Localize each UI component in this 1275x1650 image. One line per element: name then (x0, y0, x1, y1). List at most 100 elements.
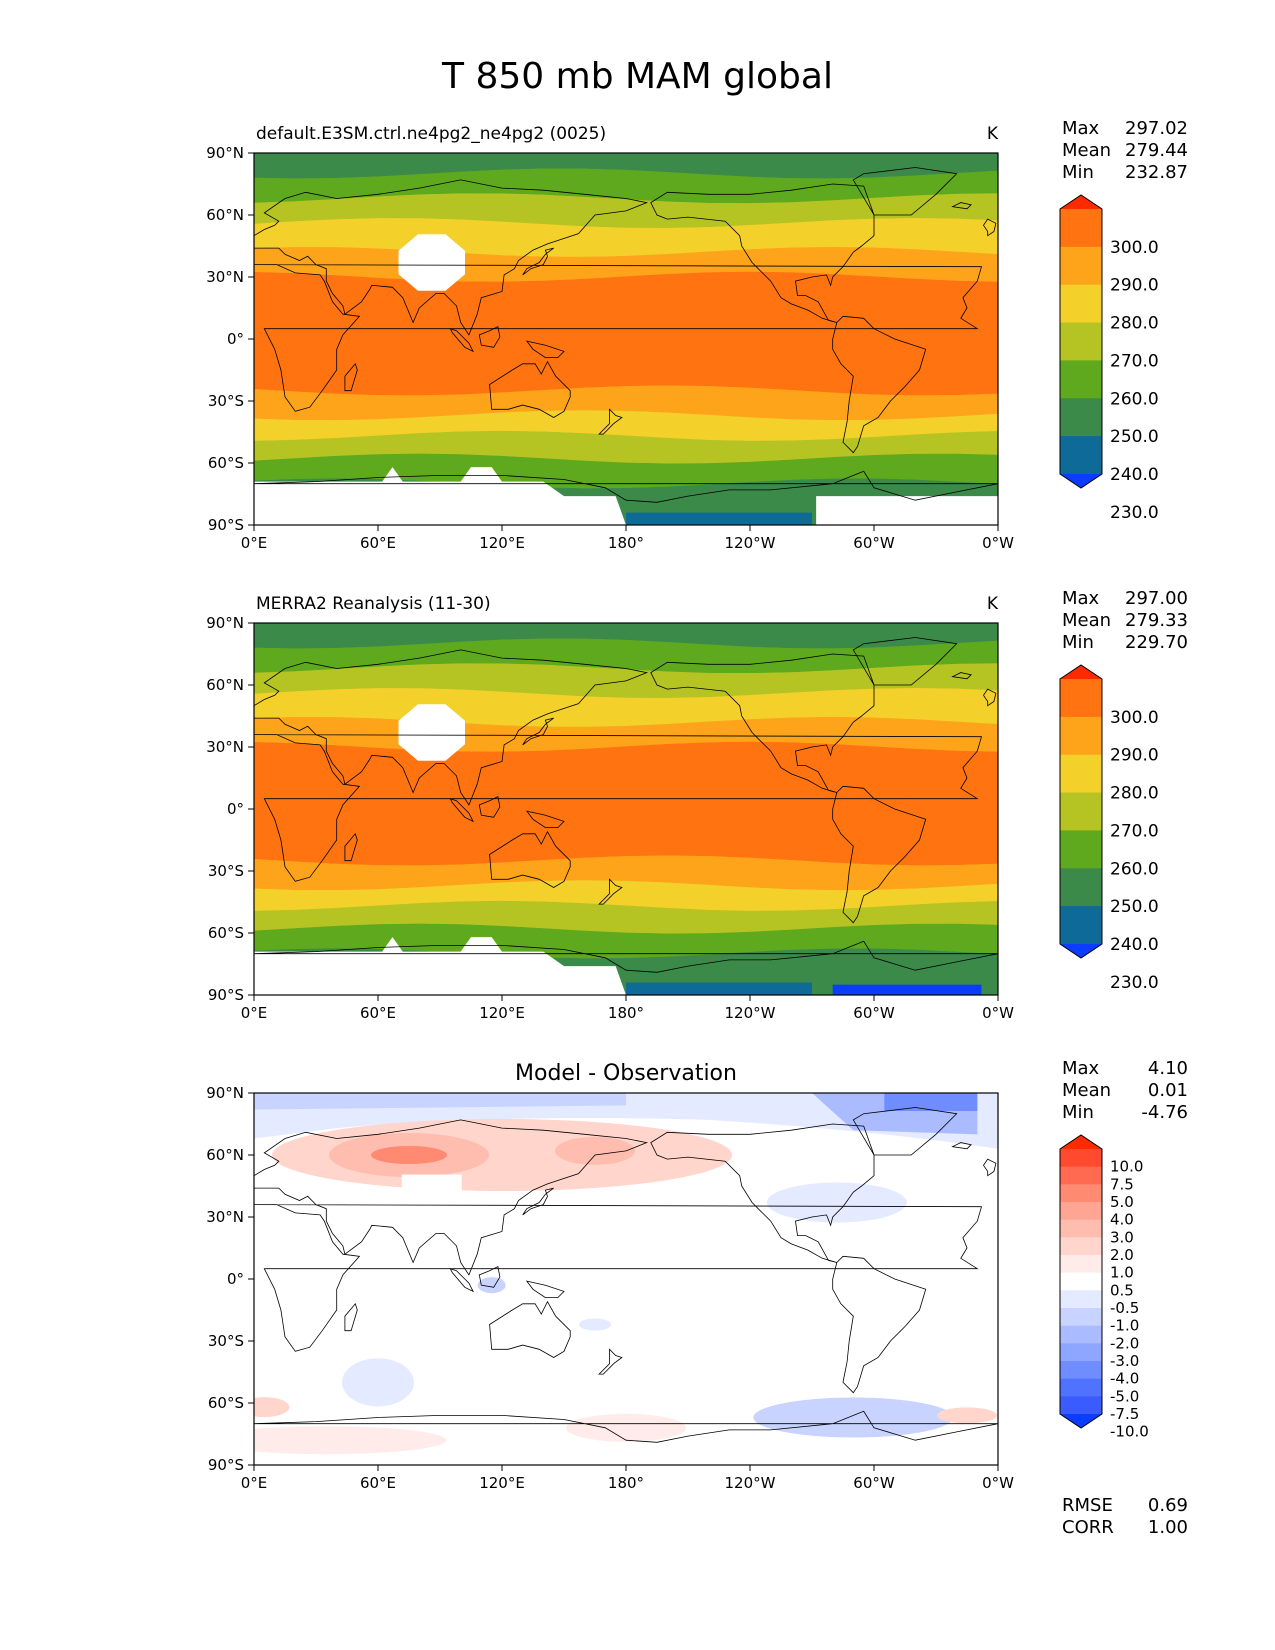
coastline-sumatra (449, 798, 474, 823)
colorbar-block (1060, 830, 1102, 869)
colorbar-label: 230.0 (1110, 973, 1159, 993)
colorbar-extend-top (1060, 665, 1102, 679)
coastline-uk (983, 1158, 997, 1177)
colorbar-block (1060, 1396, 1102, 1415)
panel-subtitle: MERRA2 Reanalysis (11-30) (256, 594, 491, 614)
colorbar-label: 290.0 (1110, 276, 1159, 296)
stat-value: 279.33 (1125, 610, 1188, 631)
colorbar-block (1060, 398, 1102, 437)
colorbar-label: 300.0 (1110, 708, 1159, 728)
lat-tick-label: 90°N (206, 1084, 244, 1102)
colorbar-outline (1059, 664, 1103, 959)
coastline-greenland (852, 167, 958, 216)
coastline-africa (254, 1204, 983, 1352)
colorbar-label: 260.0 (1110, 859, 1159, 879)
colorbar-label: 7.5 (1110, 1175, 1134, 1193)
colorbar-block (1060, 716, 1102, 756)
warm-region-pacific (516, 323, 736, 355)
lon-tick-label: 60°E (360, 1474, 396, 1492)
colorbar-block (1060, 1343, 1102, 1362)
warm-anomaly-weddell (937, 1407, 997, 1424)
colorbar-label: -7.5 (1110, 1405, 1139, 1423)
coastline-africa (254, 264, 983, 412)
coastline-australia (489, 1300, 571, 1358)
coastline-japan (522, 1187, 554, 1216)
lat-tick-label: 30°S (208, 1332, 244, 1350)
stat-value: 297.00 (1125, 588, 1188, 609)
warm-anomaly-east (555, 1136, 635, 1165)
coastline-madagascar (344, 832, 358, 862)
panel-subtitle: default.E3SM.ctrl.ne4pg2_ne4pg2 (0025) (256, 124, 606, 144)
colorbar-label: 300.0 (1110, 238, 1159, 258)
coastline-borneo (478, 1266, 501, 1288)
missing-data-tibet (398, 234, 465, 291)
warm-region-africa (256, 298, 417, 371)
colorbar-block (1060, 1272, 1102, 1291)
warm-anomaly-south-atlantic (254, 1397, 290, 1418)
warm-region-africa (256, 768, 417, 841)
stat-value: 297.02 (1125, 118, 1188, 139)
stat-label: Min (1062, 162, 1094, 183)
field-layer (254, 623, 998, 995)
colorbar-label: 0.5 (1110, 1281, 1134, 1299)
colorbar-block (1060, 1290, 1102, 1309)
lon-tick-label: 120°E (479, 1004, 525, 1022)
lon-tick-label: 0°E (241, 1474, 268, 1492)
colorbar-block (1060, 1219, 1102, 1238)
stat-label: RMSE (1062, 1495, 1113, 1516)
colorbar-label: 230.0 (1110, 503, 1159, 523)
colorbar-label: 3.0 (1110, 1228, 1134, 1246)
colorbar-block (1060, 209, 1102, 248)
lon-tick-label: 0°E (241, 1004, 268, 1022)
warm-region-amazon (826, 319, 922, 372)
coastline-namerica (650, 183, 875, 323)
lat-tick-label: 30°N (206, 738, 244, 756)
cold-anomaly-north-america (766, 1182, 907, 1223)
coastline-africa (254, 734, 983, 882)
lat-tick-label: 60°N (206, 1146, 244, 1164)
panel-diff: 90°N 60°N 30°N 0° 30°S 60°S 90°S0°E 60°E 120°E 18… (206, 1058, 1188, 1538)
colorbar-block (1060, 1378, 1102, 1397)
stat-label: Max (1062, 118, 1100, 139)
colorbar-block (1060, 1184, 1102, 1203)
cold-anomaly-indian-ocean (342, 1358, 414, 1407)
colorbar-extend-bottom (1060, 1414, 1102, 1428)
lon-tick-label: 0°E (241, 534, 268, 552)
lat-tick-label: 30°N (206, 268, 244, 286)
missing-data-antarctica (254, 467, 626, 525)
lat-tick-label: 60°S (208, 924, 244, 942)
missing-data-antarctica (254, 937, 626, 995)
stat-value: 1.00 (1148, 1517, 1188, 1538)
colorbar-label: -0.5 (1110, 1299, 1139, 1317)
field-layer (254, 1093, 998, 1465)
colorbar-label: 250.0 (1110, 427, 1159, 447)
colorbar-label: 4.0 (1110, 1211, 1134, 1229)
lat-tick-label: 90°S (208, 986, 244, 1004)
colorbar-block (1060, 792, 1102, 831)
stat-value: 0.69 (1148, 1495, 1188, 1516)
warm-region-atlantic (955, 304, 998, 361)
panel-test: 90°N 60°N 30°N 0° 30°S 60°S 90°S0°E 60°E 120°E 18… (206, 118, 1188, 552)
lon-tick-label: 180° (608, 534, 644, 552)
cold-anomaly-arctic-core (254, 1093, 626, 1110)
colorbar-label: 260.0 (1110, 389, 1159, 409)
colorbar-block (1060, 868, 1102, 907)
panel-units: K (987, 594, 999, 614)
cold-anomaly-antarctic (753, 1397, 954, 1438)
colorbar-outline (1059, 194, 1103, 489)
lon-tick-label: 180° (608, 1004, 644, 1022)
colorbar-block (1060, 754, 1102, 794)
panel-subtitle: Model - Observation (515, 1061, 737, 1086)
colorbar-label: -2.0 (1110, 1334, 1139, 1352)
warm-anomaly-antarctica (254, 1426, 447, 1455)
coastline-japan (522, 717, 554, 746)
coastline-namerica (650, 653, 875, 793)
panel-units: K (987, 124, 999, 144)
lon-tick-label: 60°W (853, 534, 895, 552)
lon-tick-label: 60°E (360, 534, 396, 552)
coastline-iceland (951, 1142, 972, 1150)
colorbar-label: 2.0 (1110, 1246, 1134, 1264)
coastline-nz (598, 1348, 623, 1375)
colorbar-label: 240.0 (1110, 465, 1159, 485)
lon-tick-label: 60°E (360, 1004, 396, 1022)
